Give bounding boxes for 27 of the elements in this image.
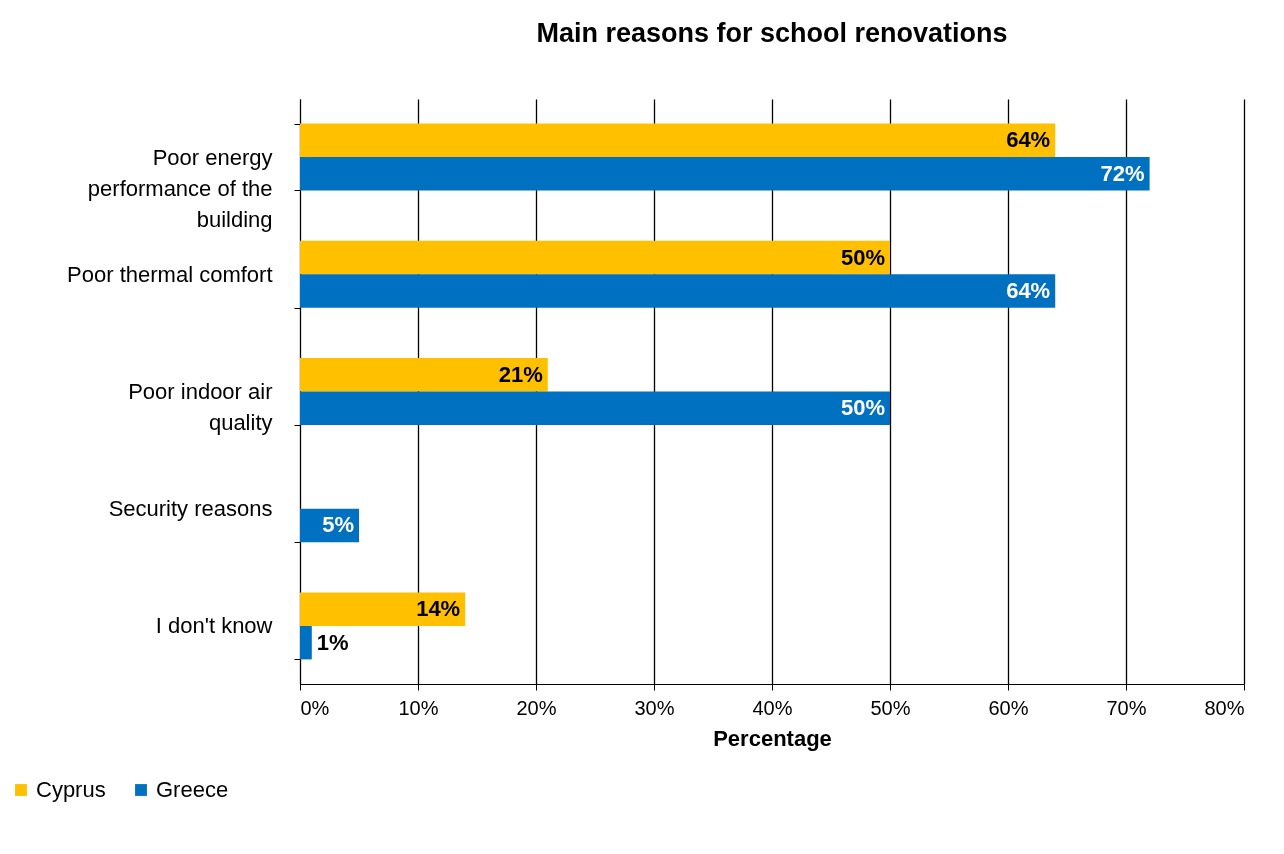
x-tick-label: 60% xyxy=(988,696,1029,719)
data-label: 50% xyxy=(840,395,885,421)
y-tick-label: Poor thermal comfort xyxy=(67,261,273,287)
x-tick-label: 50% xyxy=(870,696,911,719)
y-tick-label: Security reasons xyxy=(108,496,273,522)
y-tick-label: Poor indoor air quality xyxy=(128,379,273,435)
data-label: 64% xyxy=(1006,127,1051,153)
data-label: 5% xyxy=(322,512,354,538)
data-label: 14% xyxy=(416,596,461,622)
x-tick-label: 0% xyxy=(300,696,330,719)
x-tick-label: 40% xyxy=(752,696,793,719)
y-tick-label: I don't know xyxy=(155,613,273,639)
legend-label: Cyprus xyxy=(36,777,106,802)
data-label: 64% xyxy=(1006,277,1051,303)
x-tick-label: 30% xyxy=(634,696,675,719)
x-tick-label: 70% xyxy=(1106,696,1147,719)
legend-label: Greece xyxy=(156,777,229,802)
x-axis-title: Percentage xyxy=(713,725,832,751)
data-label: 1% xyxy=(316,629,349,655)
data-label: 72% xyxy=(1100,160,1145,186)
data-label: 21% xyxy=(498,361,543,387)
x-tick-label: 10% xyxy=(398,696,439,719)
chart-title: Main reasons for school renovations xyxy=(536,18,1008,48)
x-tick-label: 20% xyxy=(516,696,557,719)
x-tick-label: 80% xyxy=(1204,696,1245,719)
y-tick-label: Poor energy performance of the building xyxy=(87,144,273,232)
data-label: 50% xyxy=(840,244,885,270)
